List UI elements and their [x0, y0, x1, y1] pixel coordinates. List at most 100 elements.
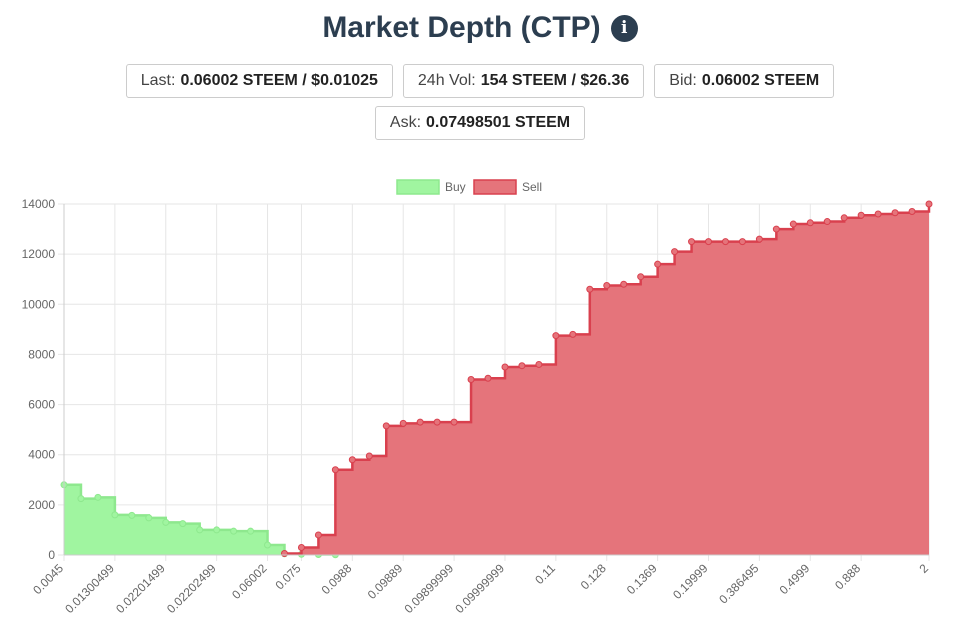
data-point-sell: [314, 531, 322, 539]
data-point-sell: [433, 418, 441, 426]
x-tick-label: 0.1369: [624, 561, 660, 597]
x-tick-label: 0.02201499: [113, 561, 168, 616]
data-point-sell: [925, 200, 933, 208]
legend-label-sell: Sell: [522, 180, 542, 194]
data-point-sell: [755, 235, 763, 243]
y-tick-label: 14000: [22, 197, 56, 211]
stat-volume-label: 24h Vol:: [417, 72, 476, 89]
page-title: Market Depth (CTP): [322, 11, 601, 44]
data-point-buy: [128, 511, 136, 519]
legend-label-buy: Buy: [445, 180, 466, 194]
data-point-sell: [280, 549, 288, 557]
stat-ask-value: 0.07498501 STEEM: [426, 114, 571, 131]
data-point-sell: [806, 219, 814, 227]
y-tick-label: 12000: [22, 247, 56, 261]
data-point-sell: [552, 332, 560, 340]
stat-bid-value: 0.06002 STEEM: [701, 72, 820, 89]
x-tick-label: 0.4999: [777, 561, 813, 597]
data-point-buy: [230, 527, 238, 535]
stats-bar: Last: 0.06002 STEEM / $0.01025 24h Vol: …: [110, 64, 850, 140]
y-tick-label: 2000: [28, 498, 55, 512]
series-area-buy: [64, 484, 336, 555]
data-point-sell: [297, 543, 305, 551]
data-point-buy: [247, 527, 255, 535]
data-point-sell: [874, 210, 882, 218]
x-tick-label: 0.075: [272, 561, 303, 592]
y-tick-label: 4000: [28, 448, 55, 462]
series-area-sell: [284, 204, 929, 555]
data-point-sell: [738, 238, 746, 246]
data-point-sell: [908, 208, 916, 216]
stat-bid-label: Bid:: [669, 72, 697, 89]
stat-ask-label: Ask:: [389, 114, 422, 131]
data-point-buy: [77, 495, 85, 503]
stat-volume-value: 154 STEEM / $26.36: [480, 72, 630, 89]
x-tick-label: 0.09999999: [452, 561, 507, 616]
y-tick-label: 6000: [28, 398, 55, 412]
x-tick-label: 0.0988: [319, 561, 355, 597]
data-point-sell: [671, 248, 679, 256]
data-point-sell: [331, 466, 339, 474]
x-tick-label: 0.386495: [716, 561, 762, 607]
data-point-sell: [484, 374, 492, 382]
stat-bid: Bid: 0.06002 STEEM: [654, 64, 835, 98]
data-point-buy: [264, 541, 272, 549]
data-point-sell: [569, 330, 577, 338]
data-point-sell: [348, 456, 356, 464]
stat-volume: 24h Vol: 154 STEEM / $26.36: [402, 64, 645, 98]
y-tick-label: 0: [48, 548, 55, 562]
info-icon[interactable]: i: [610, 14, 638, 42]
x-tick-label: 0.01300499: [62, 561, 117, 616]
data-point-buy: [145, 514, 153, 522]
data-point-sell: [399, 419, 407, 427]
data-point-sell: [705, 238, 713, 246]
x-tick-label: 0.09899999: [401, 561, 456, 616]
data-point-buy: [196, 526, 204, 534]
data-point-sell: [823, 218, 831, 226]
data-point-buy: [111, 511, 119, 519]
stat-last-label: Last:: [140, 72, 176, 89]
data-point-buy: [213, 526, 221, 534]
x-tick-label: 0.09889: [365, 561, 406, 602]
x-tick-label: 2: [916, 561, 931, 576]
data-point-sell: [789, 220, 797, 228]
x-tick-label: 0.06002: [229, 561, 270, 602]
data-point-sell: [840, 214, 848, 222]
data-point-sell: [637, 273, 645, 281]
data-point-sell: [772, 225, 780, 233]
x-tick-label: 0.02202499: [164, 561, 219, 616]
y-tick-label: 8000: [28, 347, 55, 361]
title-row: Market Depth (CTP) i: [0, 8, 960, 48]
data-point-sell: [467, 376, 475, 383]
data-point-sell: [586, 285, 594, 293]
chart-legend: Buy Sell: [396, 179, 542, 195]
x-tick-label: 0.888: [832, 561, 863, 592]
data-point-sell: [688, 238, 696, 246]
data-point-sell: [603, 281, 611, 289]
data-point-buy: [94, 493, 102, 501]
data-point-sell: [416, 418, 424, 426]
stat-last-value: 0.06002 STEEM / $0.01025: [180, 72, 378, 89]
data-point-sell: [721, 238, 729, 246]
x-tick-label: 0.19999: [670, 561, 711, 602]
x-tick-label: 0.11: [532, 561, 558, 587]
data-point-buy: [162, 518, 170, 526]
stat-ask: Ask: 0.07498501 STEEM: [374, 106, 586, 140]
data-point-sell: [535, 360, 543, 368]
data-point-sell: [501, 363, 509, 371]
data-point-sell: [654, 260, 662, 268]
data-point-sell: [518, 362, 526, 370]
y-tick-label: 10000: [22, 297, 56, 311]
data-point-buy: [179, 520, 187, 528]
data-point-sell: [365, 452, 373, 460]
legend-swatch-sell: [473, 179, 517, 195]
data-point-sell: [382, 422, 390, 430]
data-point-sell: [450, 418, 458, 426]
market-depth-chart: Buy Sell 0 2000 4000 6000 8000 10000 12000 14000 0…: [22, 179, 933, 616]
data-point-sell: [620, 280, 628, 288]
data-point-sell: [891, 209, 899, 217]
x-tick-label: 0.0045: [30, 561, 66, 597]
data-point-sell: [857, 211, 865, 219]
legend-swatch-buy: [396, 179, 440, 195]
